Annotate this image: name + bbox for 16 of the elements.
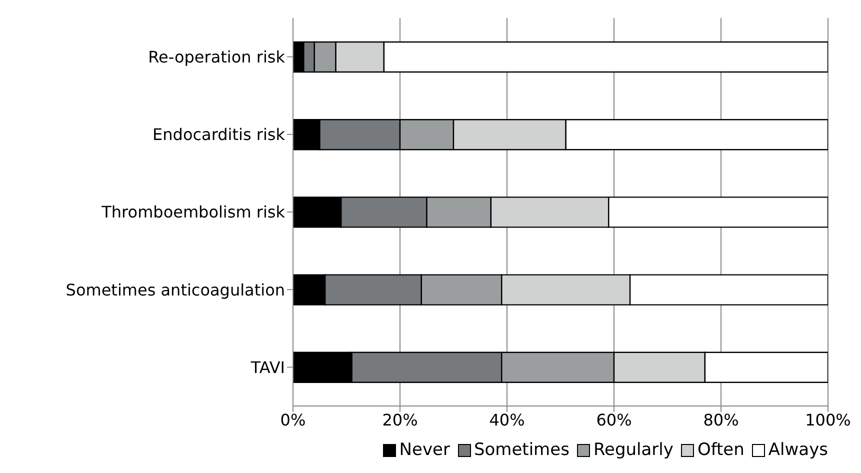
legend-label: Regularly	[593, 440, 674, 460]
legend-label: Never	[399, 440, 450, 460]
x-tick-label: 20%	[382, 410, 418, 430]
legend-label: Sometimes	[474, 440, 570, 460]
y-tick-label: Thromboembolism risk	[100, 202, 286, 222]
legend-label: Often	[697, 440, 744, 460]
x-tick-label: 80%	[703, 410, 739, 430]
x-tick-label: 100%	[805, 410, 851, 430]
x-tick-label: 60%	[596, 410, 632, 430]
y-tick-label: Sometimes anticoagulation	[66, 280, 285, 300]
y-tick-label: Endocarditis risk	[152, 125, 286, 144]
y-tick-label: TAVI	[250, 358, 285, 377]
x-tick-label: 40%	[489, 410, 525, 430]
x-tick-label: 0%	[280, 410, 306, 430]
y-tick-label: Re-operation risk	[148, 47, 286, 66]
legend-label: Always	[768, 440, 828, 460]
